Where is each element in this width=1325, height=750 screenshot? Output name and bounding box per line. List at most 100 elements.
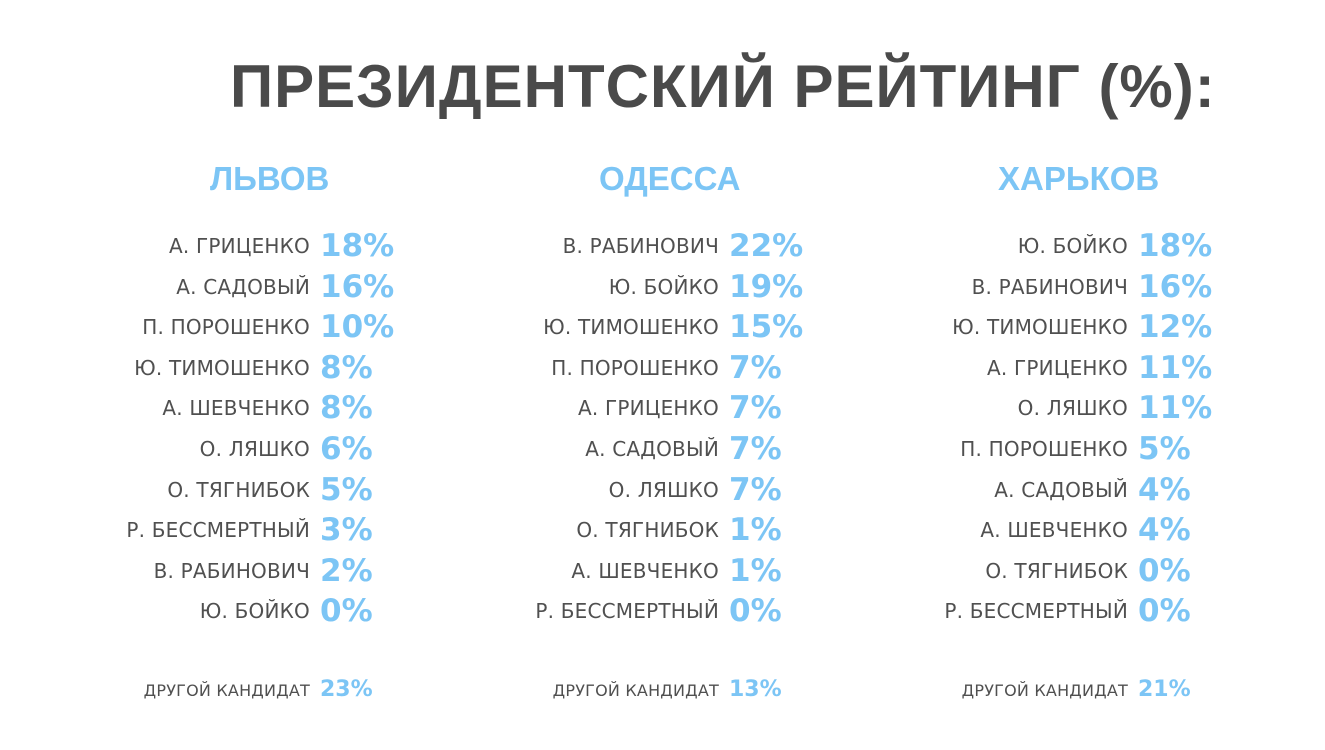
- candidate-percent: 19%: [729, 268, 804, 305]
- candidate-name: Ю. БОЙКО: [1017, 234, 1128, 258]
- candidate-name: А. САДОВЫЙ: [176, 274, 310, 299]
- city-heading: ЛЬВОВ: [210, 160, 330, 197]
- candidate-percent: 5%: [1138, 431, 1191, 467]
- candidate-row: А. ШЕВЧЕНКО 8%: [20, 388, 440, 428]
- candidate-percent: 8%: [320, 349, 373, 386]
- candidate-row: А. ШЕВЧЕНКО 4%: [838, 510, 1258, 550]
- candidate-percent: 4%: [1138, 512, 1191, 549]
- other-candidate-label: ДРУГОЙ КАНДИДАТ: [143, 681, 310, 700]
- candidate-percent: 18%: [320, 228, 395, 264]
- other-candidate-row: ДРУГОЙ КАНДИДАТ 13%: [429, 671, 849, 711]
- candidate-percent: 5%: [320, 471, 373, 508]
- candidate-name: П. ПОРОШЕНКО: [960, 437, 1128, 461]
- city-heading: ХАРЬКОВ: [998, 160, 1160, 197]
- candidate-row: Р. БЕССМЕРТНЫЙ 0%: [429, 591, 849, 631]
- other-candidate-row: ДРУГОЙ КАНДИДАТ 23%: [20, 671, 440, 711]
- candidate-name: О. ЛЯШКО: [608, 477, 719, 502]
- candidate-name: О. ТЯГНИБОК: [985, 558, 1128, 583]
- candidate-percent: 4%: [1138, 471, 1191, 508]
- candidate-name: В. РАБИНОВИЧ: [562, 234, 719, 258]
- candidate-name: Ю. БОЙКО: [199, 599, 310, 624]
- candidate-name: А. ГРИЦЕНКО: [169, 234, 310, 258]
- candidate-percent: 16%: [1138, 268, 1213, 305]
- candidate-percent: 2%: [320, 552, 373, 589]
- candidate-name: А. ШЕВЧЕНКО: [571, 558, 719, 583]
- other-candidate-label: ДРУГОЙ КАНДИДАТ: [961, 681, 1128, 700]
- candidate-row: О. ТЯГНИБОК 1%: [429, 510, 849, 550]
- candidate-name: О. ТЯГНИБОК: [167, 477, 310, 502]
- candidate-row: А. ШЕВЧЕНКО 1%: [429, 551, 849, 591]
- candidate-name: Ю. ТИМОШЕНКО: [952, 315, 1128, 340]
- other-candidate-row: ДРУГОЙ КАНДИДАТ 21%: [838, 671, 1258, 711]
- candidate-name: О. ЛЯШКО: [1017, 396, 1128, 421]
- candidate-percent: 7%: [729, 349, 782, 386]
- candidate-percent: 22%: [729, 228, 804, 264]
- candidate-name: Ю. ТИМОШЕНКО: [543, 315, 719, 340]
- candidate-name: А. ШЕВЧЕНКО: [162, 396, 310, 421]
- candidate-percent: 7%: [729, 390, 782, 427]
- candidate-percent: 7%: [729, 431, 782, 467]
- candidate-row: П. ПОРОШЕНКО 5%: [838, 429, 1258, 469]
- candidate-row: В. РАБИНОВИЧ 2%: [20, 551, 440, 591]
- city-heading: ОДЕССА: [599, 160, 741, 197]
- city-column-kharkiv: ХАРЬКОВ Ю. БОЙКО 18% В. РАБИНОВИЧ 16% Ю. ТИМО…: [838, 0, 1258, 750]
- candidate-name: В. РАБИНОВИЧ: [153, 558, 310, 583]
- candidate-percent: 6%: [320, 431, 373, 467]
- page-title: ПРЕЗИДЕНТСКИЙ РЕЙТИНГ (%):: [230, 53, 1216, 120]
- candidate-row: О. ТЯГНИБОК 5%: [20, 470, 440, 510]
- city-column-lviv: ЛЬВОВ А. ГРИЦЕНКО 18% А. САДОВЫЙ 16% П. ПОРОШ…: [20, 0, 440, 750]
- candidate-percent: 0%: [320, 593, 373, 630]
- candidate-name: О. ТЯГНИБОК: [576, 518, 719, 543]
- other-candidate-label: ДРУГОЙ КАНДИДАТ: [552, 681, 719, 700]
- candidate-name: П. ПОРОШЕНКО: [551, 355, 719, 380]
- city-column-odessa: ОДЕССА В. РАБИНОВИЧ 22% Ю. БОЙКО 19% Ю. ТИМОШ…: [429, 0, 849, 750]
- candidate-name: А. ГРИЦЕНКО: [987, 355, 1128, 380]
- candidate-percent: 18%: [1138, 228, 1213, 264]
- candidate-percent: 11%: [1138, 349, 1213, 386]
- candidate-name: Р. БЕССМЕРТНЫЙ: [944, 599, 1128, 624]
- candidate-name: О. ЛЯШКО: [199, 437, 310, 461]
- candidate-row: А. САДОВЫЙ 7%: [429, 429, 849, 469]
- candidate-percent: 1%: [729, 512, 782, 549]
- candidate-percent: 16%: [320, 268, 395, 305]
- candidate-row: А. ГРИЦЕНКО 18%: [20, 226, 440, 266]
- candidate-name: А. ГРИЦЕНКО: [578, 396, 719, 421]
- candidate-percent: 15%: [729, 309, 804, 346]
- candidate-percent: 3%: [320, 512, 373, 549]
- candidate-percent: 1%: [729, 552, 782, 589]
- candidate-row: Ю. ТИМОШЕНКО 8%: [20, 348, 440, 388]
- candidate-name: В. РАБИНОВИЧ: [971, 274, 1128, 299]
- candidate-row: В. РАБИНОВИЧ 22%: [429, 226, 849, 266]
- candidate-name: П. ПОРОШЕНКО: [142, 315, 310, 340]
- other-candidate-percent: 21%: [1138, 677, 1191, 702]
- candidate-percent: 0%: [729, 593, 782, 630]
- candidate-row: П. ПОРОШЕНКО 7%: [429, 348, 849, 388]
- candidate-row: Ю. ТИМОШЕНКО 12%: [838, 307, 1258, 347]
- candidate-name: Р. БЕССМЕРТНЫЙ: [126, 518, 310, 543]
- candidate-row: О. ТЯГНИБОК 0%: [838, 551, 1258, 591]
- candidate-percent: 8%: [320, 390, 373, 427]
- candidate-row: А. ГРИЦЕНКО 7%: [429, 388, 849, 428]
- candidate-row: Ю. БОЙКО 18%: [838, 226, 1258, 266]
- candidate-percent: 12%: [1138, 309, 1213, 346]
- other-candidate-percent: 13%: [729, 677, 782, 702]
- candidate-percent: 11%: [1138, 390, 1213, 427]
- other-candidate-percent: 23%: [320, 677, 373, 702]
- candidate-percent: 0%: [1138, 552, 1191, 589]
- candidate-row: Ю. ТИМОШЕНКО 15%: [429, 307, 849, 347]
- candidate-percent: 0%: [1138, 593, 1191, 630]
- candidate-row: Ю. БОЙКО 19%: [429, 267, 849, 307]
- candidate-row: П. ПОРОШЕНКО 10%: [20, 307, 440, 347]
- candidate-percent: 7%: [729, 471, 782, 508]
- candidate-name: А. ШЕВЧЕНКО: [980, 518, 1128, 543]
- candidate-row: Р. БЕССМЕРТНЫЙ 3%: [20, 510, 440, 550]
- candidate-row: А. САДОВЫЙ 16%: [20, 267, 440, 307]
- candidate-name: Ю. ТИМОШЕНКО: [134, 355, 310, 380]
- candidate-name: А. САДОВЫЙ: [994, 477, 1128, 502]
- candidate-row: А. САДОВЫЙ 4%: [838, 470, 1258, 510]
- candidate-row: В. РАБИНОВИЧ 16%: [838, 267, 1258, 307]
- candidate-row: Р. БЕССМЕРТНЫЙ 0%: [838, 591, 1258, 631]
- candidate-name: А. САДОВЫЙ: [585, 437, 719, 461]
- candidate-row: Ю. БОЙКО 0%: [20, 591, 440, 631]
- candidate-percent: 10%: [320, 309, 395, 346]
